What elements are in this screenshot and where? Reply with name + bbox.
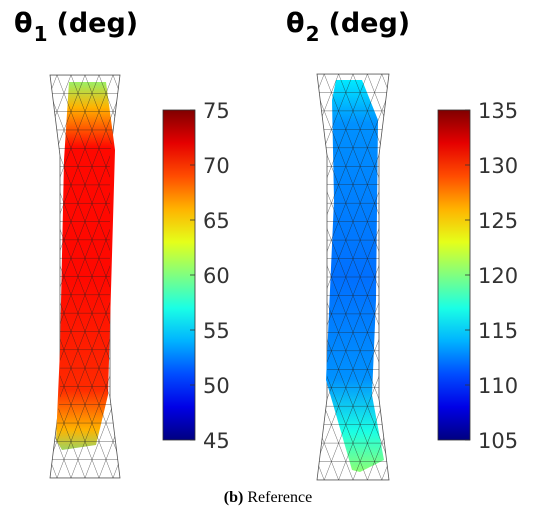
- theta1-unit: (deg): [56, 8, 139, 39]
- colorbar-tick-label: 105: [478, 429, 518, 453]
- colorbar-tick-label: 110: [478, 374, 518, 398]
- figure-caption: (b) Reference: [0, 489, 536, 507]
- theta1-symbol: θ: [14, 8, 33, 39]
- colorbar-tick-label: 125: [478, 209, 518, 233]
- colorbar-tick-label: 115: [478, 319, 518, 343]
- theta2-subscript: 2: [305, 22, 320, 46]
- colorbar-tick-label: 75: [203, 99, 230, 123]
- theta2-panel: 105 110 115 120 125 130 135: [316, 73, 518, 481]
- theta2-unit: (deg): [328, 8, 411, 39]
- colorbar-tick-label: 135: [478, 99, 518, 123]
- colorbar-tick-label: 50: [203, 374, 230, 398]
- colorbar-tick-label: 130: [478, 154, 518, 178]
- theta1-panel: 45 50 55 60 65 70 75: [49, 74, 230, 479]
- colorbar-tick-label: 55: [203, 319, 230, 343]
- colorbar: [437, 109, 471, 441]
- caption-text: Reference: [247, 489, 313, 506]
- theta1-subscript: 1: [33, 22, 48, 46]
- colorbar: [162, 109, 196, 441]
- caption-label: (b): [223, 489, 244, 506]
- colorbar-tick-label: 65: [203, 209, 230, 233]
- colorbar-tick-label: 60: [203, 264, 230, 288]
- colorbar-tick-label: 70: [203, 154, 230, 178]
- field-region: [56, 82, 115, 450]
- theta2-title: θ2 (deg): [286, 8, 411, 46]
- colorbar-tick-label: 45: [203, 429, 230, 453]
- theta1-title: θ1 (deg): [14, 8, 139, 46]
- colorbar-tick-label: 120: [478, 264, 518, 288]
- theta2-symbol: θ: [286, 8, 305, 39]
